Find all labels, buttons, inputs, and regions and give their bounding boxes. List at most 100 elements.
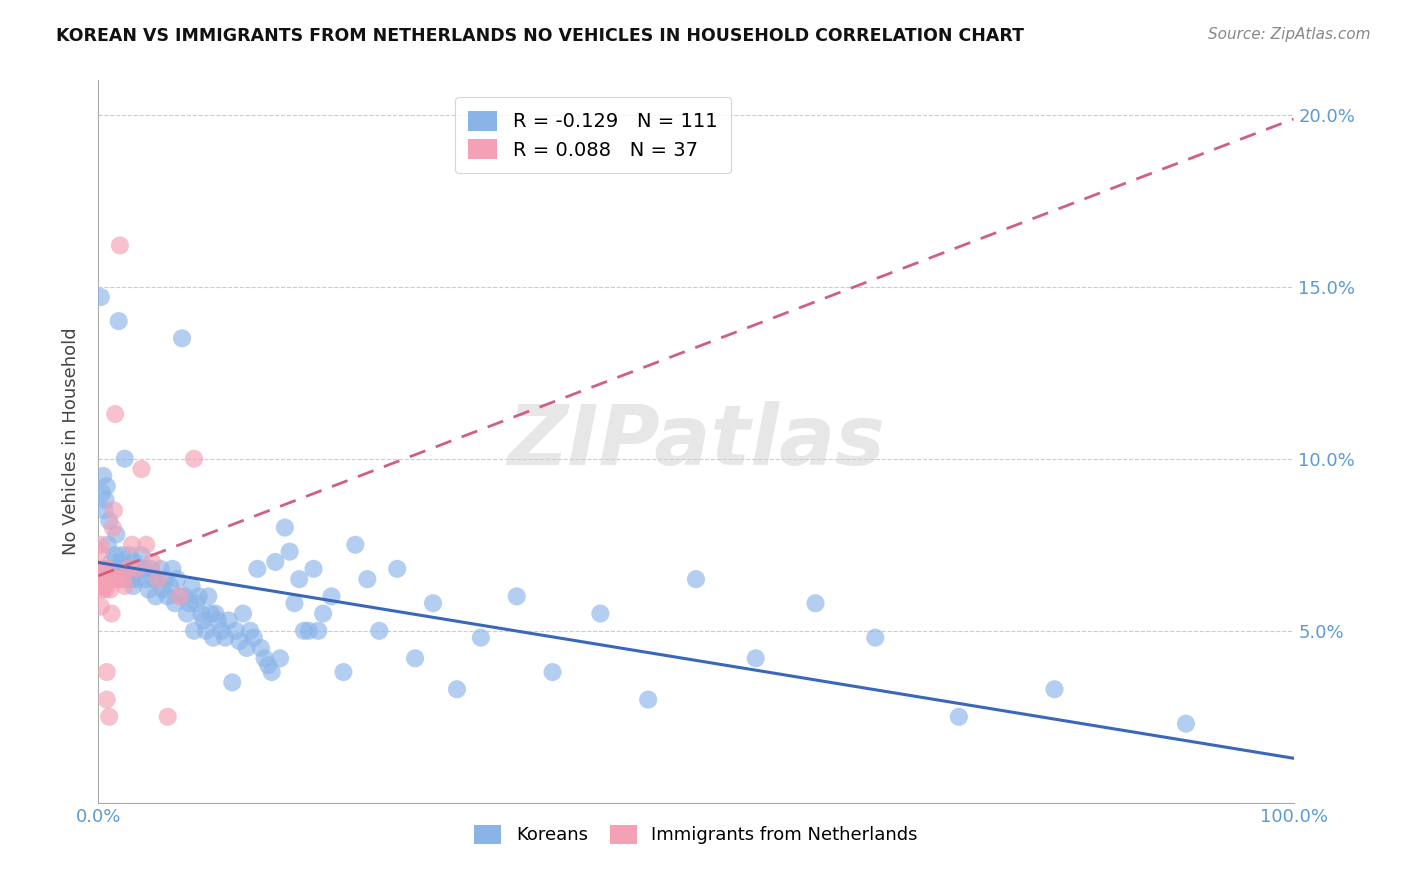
Point [91,572,114,586]
Point [176,607,198,621]
Point [91,486,114,500]
Point [98,562,122,576]
Point [221,675,243,690]
Point [239,624,262,638]
Point [101,520,124,534]
Point [104,407,127,421]
Point [145,590,167,604]
Point [105,572,128,586]
Point [135,572,157,586]
Point [232,607,254,621]
Point [131,462,153,476]
Point [172,331,194,345]
Point [948,710,970,724]
Point [142,572,165,586]
Point [90,599,112,614]
Point [96,665,118,679]
Point [180,579,202,593]
Point [131,548,153,562]
Point [115,562,138,576]
Point [90,290,112,304]
Point [107,314,129,328]
Point [90,538,112,552]
Point [202,631,225,645]
Point [269,651,291,665]
Point [100,555,122,569]
Point [132,562,155,576]
Point [90,579,112,593]
Point [91,469,114,483]
Point [125,572,148,586]
Point [108,572,131,586]
Point [104,548,127,562]
Point [235,640,257,655]
Point [121,538,143,552]
Point [298,624,321,638]
Point [204,607,226,621]
Point [91,582,114,597]
Point [114,451,136,466]
Point [98,514,121,528]
Point [637,692,659,706]
Point [96,692,118,706]
Point [163,596,186,610]
Point [94,582,117,597]
Point [228,634,250,648]
Point [1175,716,1198,731]
Point [111,572,134,586]
Point [865,631,887,645]
Point [125,562,148,576]
Point [117,562,139,576]
Point [288,572,311,586]
Point [97,562,120,576]
Point [283,596,305,610]
Point [193,614,215,628]
Point [169,590,191,604]
Point [96,479,118,493]
Point [225,624,247,638]
Point [344,538,367,552]
Point [506,590,529,604]
Point [169,590,191,604]
Point [112,562,135,576]
Text: Source: ZipAtlas.com: Source: ZipAtlas.com [1208,27,1371,42]
Point [122,579,145,593]
Point [118,548,141,562]
Point [541,665,564,679]
Point [385,562,409,576]
Point [149,562,172,576]
Point [253,651,276,665]
Point [257,658,280,673]
Point [470,631,492,645]
Text: KOREAN VS IMMIGRANTS FROM NETHERLANDS NO VEHICLES IN HOUSEHOLD CORRELATION CHART: KOREAN VS IMMIGRANTS FROM NETHERLANDS NO… [56,27,1024,45]
Point [278,544,301,558]
Point [108,238,131,252]
Point [195,624,218,638]
Y-axis label: No Vehicles in Household: No Vehicles in Household [62,327,80,556]
Point [307,624,329,638]
Point [166,572,188,586]
Point [187,590,209,604]
Point [243,631,266,645]
Point [218,614,240,628]
Point [804,596,827,610]
Point [89,572,111,586]
Point [368,624,391,638]
Point [91,562,114,576]
Point [93,503,115,517]
Point [211,624,233,638]
Point [128,562,150,576]
Point [101,562,124,576]
Point [103,503,125,517]
Point [97,538,120,552]
Point [94,493,117,508]
Point [98,710,121,724]
Point [124,555,146,569]
Point [200,607,222,621]
Point [312,607,335,621]
Point [207,614,229,628]
Point [156,710,179,724]
Point [121,572,143,586]
Point [107,562,129,576]
Point [114,579,136,593]
